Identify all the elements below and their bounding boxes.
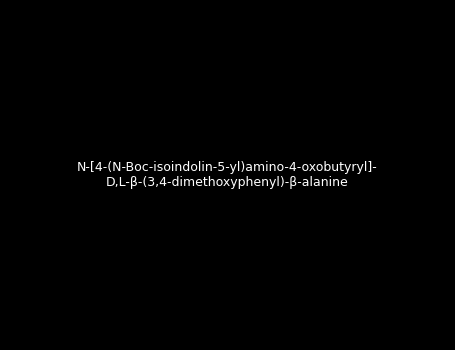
Text: N-[4-(N-Boc-isoindolin-5-yl)amino-4-oxobutyryl]-
D,L-β-(3,4-dimethoxyphenyl)-β-a: N-[4-(N-Boc-isoindolin-5-yl)amino-4-oxob… [77, 161, 378, 189]
